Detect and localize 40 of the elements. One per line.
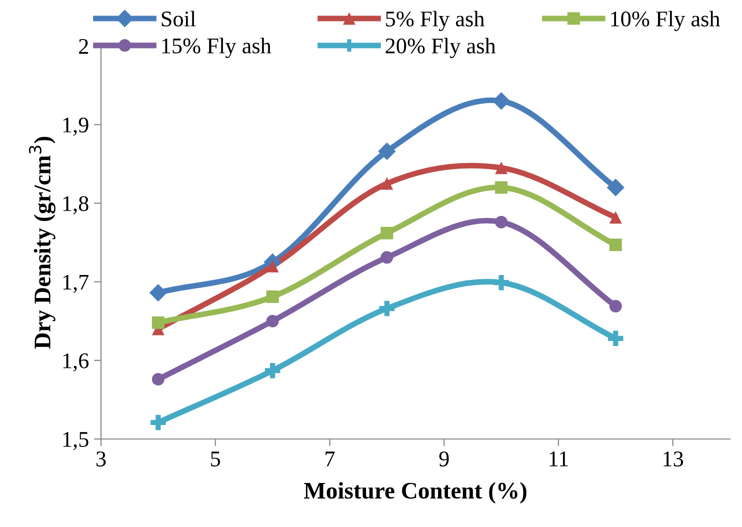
y-tick-label: 1,6	[63, 353, 89, 372]
point	[152, 373, 164, 386]
x-tick-label: 11	[550, 452, 568, 466]
point	[494, 274, 509, 290]
point	[495, 162, 508, 174]
point	[609, 238, 622, 252]
x-tick-label: 5	[211, 452, 220, 466]
point	[609, 211, 622, 224]
point	[380, 251, 394, 264]
point	[266, 314, 279, 328]
x-tick-label: 9	[439, 452, 449, 466]
point	[266, 290, 279, 303]
point	[379, 300, 395, 316]
point	[495, 216, 508, 228]
legend-label: Soil	[162, 10, 196, 26]
y-tick-label: 2	[79, 38, 88, 54]
x-tick-label: 7	[326, 452, 335, 466]
point	[150, 414, 166, 430]
point	[608, 330, 624, 346]
point	[609, 300, 622, 312]
legend-label: 20% Fly ash	[386, 38, 496, 58]
point	[264, 362, 280, 378]
y-tick-label: 1,9	[63, 118, 88, 136]
x-axis-title: Moisture Content (%)	[304, 482, 526, 504]
point	[606, 178, 624, 196]
legend-label: 5% Fly ash	[386, 10, 484, 32]
y-tick-label: 1,7	[63, 274, 89, 293]
point	[378, 142, 396, 160]
y-axis-title: Dry Density (gr/cm$^{3}$)	[28, 136, 56, 349]
legend-label: 10% Fly ash	[611, 10, 720, 32]
point	[495, 181, 508, 194]
x-tick-label: 13	[664, 452, 684, 466]
x-tick-label: 3	[96, 452, 106, 466]
y-tick-label: 1,8	[63, 196, 88, 214]
y-tick-label: 1,5	[63, 432, 88, 450]
point	[380, 226, 394, 240]
point	[152, 316, 164, 329]
point	[380, 177, 394, 190]
legend-label: 15% Fly ash	[162, 38, 272, 58]
point	[149, 284, 168, 302]
